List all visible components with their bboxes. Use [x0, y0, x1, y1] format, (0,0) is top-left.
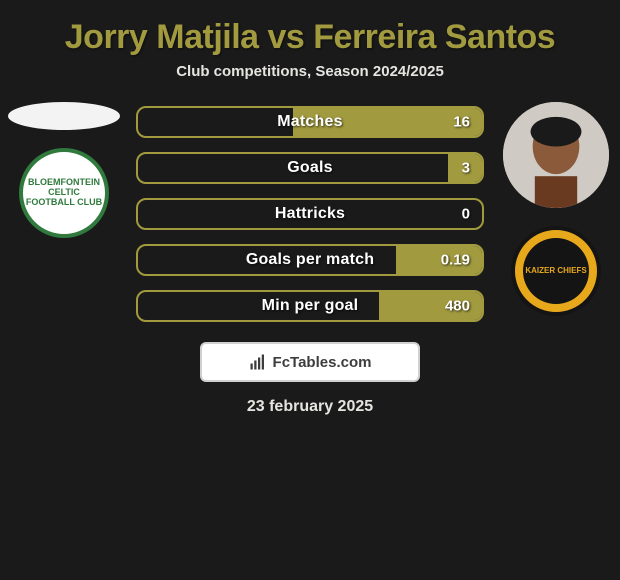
- left-player-avatar: [8, 102, 120, 130]
- stat-bar: Matches 16: [136, 106, 484, 138]
- stat-bars: Matches 16 Goals 3 Hattricks 0 Goals per…: [136, 102, 484, 322]
- watermark-badge: FcTables.com: [200, 342, 420, 382]
- stat-bar: Min per goal 480: [136, 290, 484, 322]
- right-player-column: KAIZER CHIEFS: [492, 102, 620, 316]
- left-club-label: BLOEMFONTEIN CELTIC FOOTBALL CLUB: [23, 178, 105, 208]
- stat-label: Goals per match: [138, 251, 482, 269]
- stat-value: 0.19: [441, 252, 470, 269]
- right-club-label: KAIZER CHIEFS: [523, 238, 589, 304]
- right-player-avatar: [503, 102, 609, 208]
- bar-chart-icon: [249, 353, 267, 371]
- stat-value: 480: [445, 298, 470, 315]
- left-player-column: BLOEMFONTEIN CELTIC FOOTBALL CLUB: [0, 102, 128, 238]
- watermark-text: FcTables.com: [273, 354, 372, 371]
- stat-bar: Goals per match 0.19: [136, 244, 484, 276]
- subtitle: Club competitions, Season 2024/2025: [0, 63, 620, 80]
- stat-label: Hattricks: [138, 205, 482, 223]
- snapshot-date: 23 february 2025: [0, 398, 620, 416]
- stat-bar: Goals 3: [136, 152, 484, 184]
- right-player-face-placeholder-icon: [503, 102, 609, 208]
- stat-label: Goals: [138, 159, 482, 177]
- comparison-content: BLOEMFONTEIN CELTIC FOOTBALL CLUB KAIZER…: [0, 102, 620, 416]
- stat-value: 3: [462, 160, 470, 177]
- stat-label: Matches: [138, 113, 482, 131]
- stat-value: 16: [453, 114, 470, 131]
- right-club-badge: KAIZER CHIEFS: [511, 226, 601, 316]
- stat-value: 0: [462, 206, 470, 223]
- left-club-badge: BLOEMFONTEIN CELTIC FOOTBALL CLUB: [19, 148, 109, 238]
- page-title: Jorry Matjila vs Ferreira Santos: [0, 0, 620, 63]
- stat-bar: Hattricks 0: [136, 198, 484, 230]
- stat-label: Min per goal: [138, 297, 482, 315]
